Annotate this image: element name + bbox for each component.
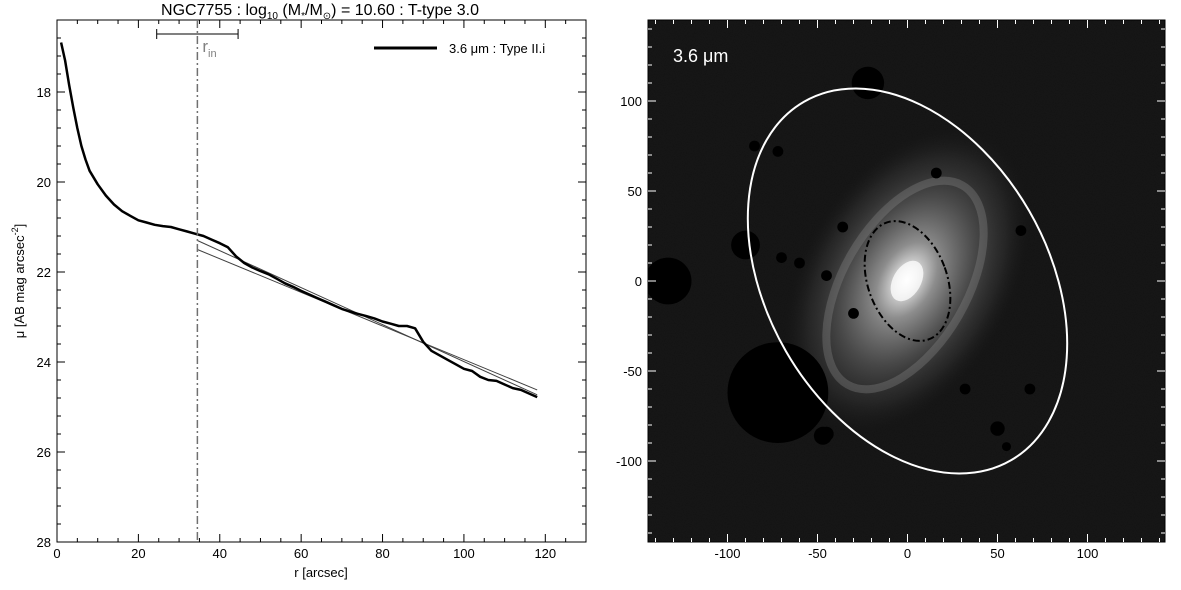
title-slash: /M [305, 2, 323, 19]
image-y-tick-label: -100 [616, 454, 642, 469]
image-y-tick-label: 0 [635, 274, 642, 289]
profile-plot-frame [56, 19, 587, 543]
image-x-tick-label: 100 [1077, 546, 1099, 561]
title-log-sub: 10 [267, 11, 279, 22]
masked-source [930, 167, 942, 179]
masked-source [851, 66, 885, 100]
x-axis-label: r [arcsec] [294, 565, 347, 580]
y-tick-label: 24 [37, 355, 51, 370]
legend: 3.6 μm : Type II.i [374, 41, 545, 56]
masked-source [648, 257, 692, 305]
masked-source [1024, 383, 1036, 395]
title-sun-sub: ⊙ [323, 11, 331, 22]
y-axis-label-main: μ [AB mag arcsec [12, 235, 27, 338]
masked-source [819, 426, 834, 442]
masked-source [848, 308, 859, 319]
r-in-ellipse [863, 220, 952, 342]
title-rest: ) = 10.60 : T-type 3.0 [331, 2, 479, 19]
image-band-label: 3.6 μm [673, 46, 728, 66]
x-tick-label: 100 [453, 546, 475, 561]
galaxy-spiral-arm [822, 176, 988, 394]
y-axis-label-sup: -2 [10, 227, 20, 235]
masked-source [727, 342, 829, 443]
galaxy-image-panel: 3.6 μm -100 -50 0 50 100 -100 -50 0 50 100 [616, 19, 1166, 561]
y-axis-label: μ [AB mag arcsec-2] [10, 224, 27, 339]
y-tick-label: 22 [37, 265, 51, 280]
masked-source [821, 270, 832, 281]
x-tick-label: 20 [131, 546, 145, 561]
masked-source [1015, 225, 1027, 237]
masked-source [749, 140, 760, 152]
y-axis-label-close: ] [12, 224, 27, 228]
masked-source [772, 146, 784, 157]
x-tick-label: 120 [534, 546, 556, 561]
masked-source [959, 383, 971, 395]
x-tick-label: 80 [375, 546, 389, 561]
image-y-tick-label: 50 [628, 184, 642, 199]
y-tick-label: 18 [37, 85, 51, 100]
profile-plot: NGC7755 : log10 (M*/M⊙) = 10.60 : T-type… [10, 2, 587, 580]
masked-source [990, 421, 1005, 436]
profile-error-band [61, 42, 538, 398]
y-tick-label: 28 [37, 535, 51, 550]
r-in-label: rin [202, 37, 216, 60]
masked-source [731, 230, 760, 260]
title-mass-sub: * [301, 11, 305, 22]
legend-label: 3.6 μm : Type II.i [449, 41, 545, 56]
galaxy-bulge [890, 260, 924, 302]
image-y-tick-label: 100 [620, 94, 642, 109]
image-x-tick-label: -100 [714, 546, 740, 561]
title-galaxy: NGC7755 : log [161, 2, 267, 19]
image-x-tick-label: -50 [808, 546, 827, 561]
masked-source [1002, 442, 1011, 452]
x-tick-label: 60 [294, 546, 308, 561]
image-x-tick-label: 0 [904, 546, 911, 561]
masked-source [792, 417, 807, 433]
title-mass-open: (M [278, 2, 301, 19]
y-tick-label: 26 [37, 445, 51, 460]
x-tick-label: 40 [213, 546, 227, 561]
x-tick-label: 0 [53, 546, 60, 561]
chart-title: NGC7755 : log10 (M*/M⊙) = 10.60 : T-type… [161, 2, 479, 22]
y-tick-label: 20 [37, 175, 51, 190]
masked-source [794, 257, 805, 269]
image-y-tick-label: -50 [623, 364, 642, 379]
profile-line [59, 42, 538, 399]
masked-source [837, 221, 849, 233]
disk-fit-line-2 [197, 249, 538, 391]
outer-isophote-ellipse [746, 87, 1069, 475]
image-x-tick-label: 50 [990, 546, 1004, 561]
masked-source [776, 252, 787, 263]
